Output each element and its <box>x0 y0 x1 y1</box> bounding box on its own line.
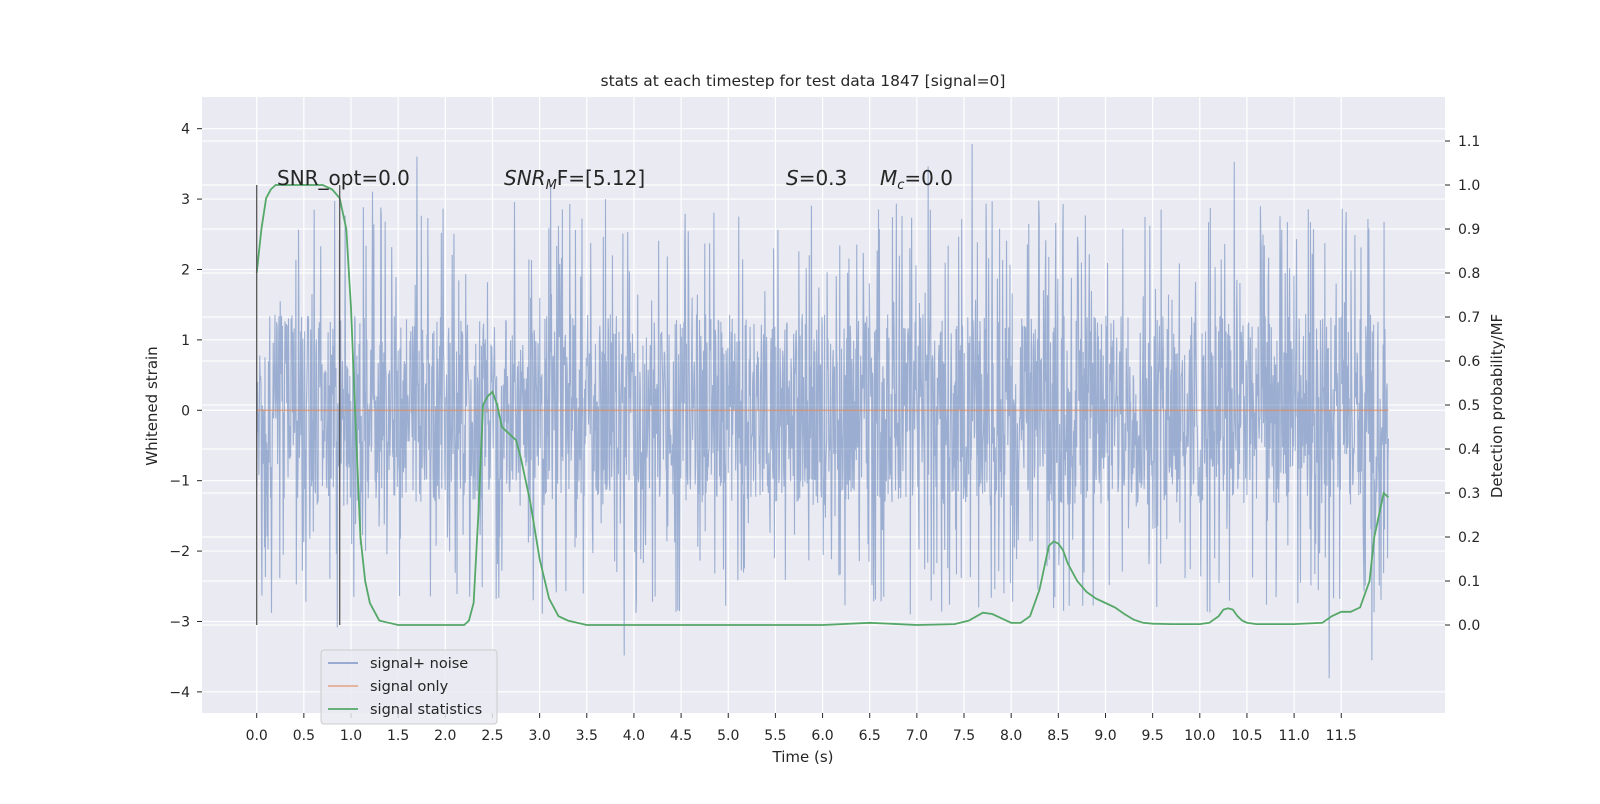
y-left-tick-label: −4 <box>169 685 190 701</box>
y-right-tick-label: 1.0 <box>1458 178 1480 194</box>
y-right-tick-label: 0.8 <box>1458 266 1480 282</box>
y-right-tick-label: 0.4 <box>1458 442 1480 458</box>
marker-layer <box>256 185 341 625</box>
y-right-axis-label: Detection probability/MF <box>1488 314 1506 498</box>
y-right-tick-label: 0.1 <box>1458 574 1480 590</box>
y-left-tick-label: 4 <box>181 122 190 138</box>
y-right-tick-label: 0.2 <box>1458 530 1480 546</box>
x-tick-label: 4.0 <box>623 728 645 744</box>
x-tick-label: 3.5 <box>576 728 598 744</box>
legend-label-signal-noise: signal+ noise <box>370 656 468 672</box>
snr-mf-tail: F=[5.12] <box>557 166 645 190</box>
snr-opt-annotation: SNR_opt=0.0 <box>277 166 410 190</box>
y-right-tick-label: 0.6 <box>1458 354 1480 370</box>
y-right-tick-label: 0.3 <box>1458 486 1480 502</box>
y-right-tick-label: 1.1 <box>1458 134 1480 150</box>
x-tick-label: 6.5 <box>859 728 881 744</box>
y-left-tick-label: −3 <box>169 614 190 630</box>
x-tick-label: 0.5 <box>293 728 315 744</box>
y-left-tick-label: 1 <box>181 333 190 349</box>
snr-mf-subscript: M <box>546 178 557 193</box>
s-symbol: S <box>786 166 799 190</box>
series-signal-noise <box>256 143 1389 679</box>
x-tick-label: 11.5 <box>1326 728 1357 744</box>
x-tick-label: 10.0 <box>1184 728 1215 744</box>
x-tick-label: 6.0 <box>811 728 833 744</box>
snr-mf-base: SNR <box>504 166 546 190</box>
x-tick-label: 2.0 <box>434 728 456 744</box>
x-tick-label: 7.0 <box>906 728 928 744</box>
data-layer <box>255 143 1390 679</box>
x-tick-label: 5.5 <box>764 728 786 744</box>
mc-value: =0.0 <box>904 166 953 190</box>
legend-box <box>320 649 498 725</box>
y-left-tick-label: 2 <box>181 262 190 278</box>
x-tick-label: 8.0 <box>1000 728 1022 744</box>
series-signal-statistics <box>255 184 1390 626</box>
mc-annotation: Mc=0.0 <box>880 166 953 193</box>
y-right-tick-label: 0.0 <box>1458 618 1480 634</box>
legend-label-signal-only: signal only <box>370 679 449 695</box>
x-tick-label: 2.5 <box>481 728 503 744</box>
x-tick-label: 5.0 <box>717 728 739 744</box>
x-tick-label: 10.5 <box>1231 728 1262 744</box>
s-value: =0.3 <box>799 166 848 190</box>
s-annotation: S=0.3 <box>786 166 847 190</box>
tick-layer: 0.0 0.5 1.0 1.5 2.0 2.5 3.0 3.5 4.0 4.5 5.0 5.5 6.0 6… <box>169 122 1480 744</box>
x-tick-label: 3.0 <box>528 728 550 744</box>
y-left-tick-label: −2 <box>169 544 190 560</box>
legend-label-signal-statistics: signal statistics <box>370 702 482 718</box>
x-tick-label: 9.5 <box>1142 728 1164 744</box>
x-axis-label: Time (s) <box>772 748 834 766</box>
y-right-tick-label: 0.5 <box>1458 398 1480 414</box>
mc-subscript: c <box>897 178 904 193</box>
snr-mf-annotation: SNRMF=[5.12] <box>504 166 645 193</box>
x-tick-label: 9.0 <box>1094 728 1116 744</box>
y-right-tick-label: 0.9 <box>1458 222 1480 238</box>
mc-symbol: M <box>880 166 897 190</box>
y-right-tick-label: 0.7 <box>1458 310 1480 326</box>
x-tick-label: 8.5 <box>1047 728 1069 744</box>
x-tick-label: 11.0 <box>1279 728 1310 744</box>
x-tick-label: 1.0 <box>340 728 362 744</box>
x-tick-label: 7.5 <box>953 728 975 744</box>
y-left-tick-label: 0 <box>181 403 190 419</box>
chart-title: stats at each timestep for test data 184… <box>601 72 1006 90</box>
y-left-axis-label: Whitened strain <box>143 346 161 465</box>
x-tick-label: 4.5 <box>670 728 692 744</box>
y-left-tick-label: −1 <box>169 474 190 490</box>
x-tick-label: 1.5 <box>387 728 409 744</box>
legend: signal+ noise signal only signal statist… <box>320 649 498 725</box>
y-left-tick-label: 3 <box>181 192 190 208</box>
x-tick-label: 0.0 <box>246 728 268 744</box>
